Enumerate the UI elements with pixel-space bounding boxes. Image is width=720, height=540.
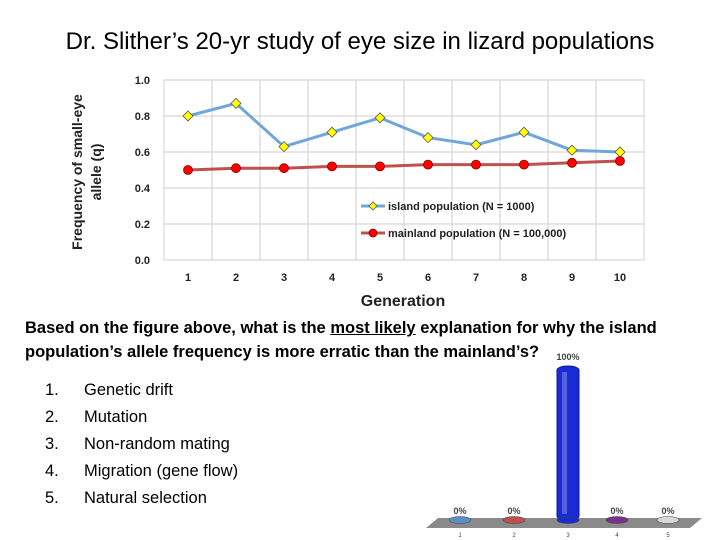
- poll-category-label: 5: [666, 533, 670, 539]
- poll-value-label: 0%: [453, 506, 466, 516]
- x-axis-label: Generation: [361, 293, 445, 310]
- option-number: 2.: [45, 408, 59, 426]
- option-number: 5.: [45, 489, 59, 507]
- poll-bar-base: [448, 516, 472, 524]
- answer-option-2[interactable]: 2. Mutation: [45, 408, 238, 435]
- option-number: 1.: [45, 381, 59, 399]
- data-point: [471, 159, 481, 170]
- question-after: explanation for why the island populatio…: [25, 319, 657, 361]
- data-point: [519, 159, 529, 170]
- x-tick-label: 10: [614, 272, 626, 284]
- poll-value-label: 0%: [661, 506, 674, 516]
- poll-bar-base: [656, 516, 680, 524]
- data-point: [183, 165, 193, 175]
- data-point: [518, 126, 530, 138]
- data-point: [230, 97, 242, 109]
- legend-marker: [368, 201, 378, 211]
- x-tick-label: 8: [521, 272, 527, 284]
- poll-value-label: 0%: [610, 506, 623, 516]
- data-point: [422, 132, 434, 144]
- x-tick-label: 4: [329, 272, 336, 284]
- poll-value-label: 0%: [507, 506, 520, 516]
- option-text: Non-random mating: [84, 435, 230, 453]
- line-chart: 0.0 0.2 0.4 0.6 0.8 1.0 1 2 3 4 5 6 7 8 9 10 island po…: [69, 75, 645, 310]
- y-tick-label: 0.8: [135, 111, 150, 123]
- poll-category-label: 1: [458, 533, 462, 539]
- answer-option-1[interactable]: 1. Genetic drift: [45, 381, 238, 408]
- series-line-island: [187, 101, 621, 154]
- option-text: Migration (gene flow): [84, 462, 239, 480]
- x-tick-label: 5: [377, 272, 383, 284]
- y-tick-label: 0.2: [135, 219, 150, 231]
- option-text: Natural selection: [84, 489, 207, 507]
- option-text: Genetic drift: [84, 381, 173, 399]
- x-tick-label: 9: [569, 272, 575, 284]
- legend-label: island population (N = 1000): [388, 201, 535, 213]
- poll-category-label: 4: [615, 533, 619, 539]
- data-point: [327, 161, 337, 172]
- answer-option-5[interactable]: 5. Natural selection: [45, 489, 238, 516]
- poll-category-label: 3: [566, 533, 570, 539]
- series-line-mainland: [187, 159, 621, 172]
- data-point: [279, 163, 289, 174]
- legend-label: mainland population (N = 100,000): [388, 228, 567, 240]
- y-tick-label: 0.6: [135, 147, 150, 159]
- answer-options: 1. Genetic drift 2. Mutation 3. Non-random …: [45, 381, 238, 516]
- data-point: [567, 157, 577, 168]
- slide-title: Dr. Slither’s 20-yr study of eye size in…: [65, 28, 655, 55]
- data-point: [566, 144, 578, 156]
- answer-option-4[interactable]: 4. Migration (gene flow): [45, 462, 238, 489]
- data-point: [278, 141, 290, 153]
- option-number: 4.: [45, 462, 59, 480]
- x-tick-label: 1: [185, 272, 191, 284]
- data-point: [231, 163, 241, 174]
- data-point: [182, 110, 194, 122]
- data-point: [374, 112, 386, 124]
- data-point: [375, 161, 385, 172]
- poll-bar-highlight: [562, 372, 567, 514]
- data-point: [615, 156, 625, 166]
- answer-option-3[interactable]: 3. Non-random mating: [45, 435, 238, 462]
- data-point: [326, 126, 338, 138]
- legend-marker: [368, 228, 378, 238]
- question-emphasis: most likely: [330, 319, 416, 337]
- question-before: Based on the figure above, what is the: [25, 319, 331, 337]
- poll-bar: [556, 365, 580, 521]
- x-tick-label: 7: [473, 272, 479, 284]
- y-tick-label: 0.4: [135, 183, 151, 195]
- poll-bar-base: [502, 516, 526, 524]
- poll-value-label: 100%: [556, 352, 579, 362]
- y-tick-label: 1.0: [135, 75, 150, 87]
- x-tick-label: 6: [425, 272, 431, 284]
- data-point: [470, 139, 482, 151]
- data-point: [423, 159, 433, 170]
- x-tick-label: 2: [233, 272, 239, 284]
- option-text: Mutation: [84, 408, 148, 426]
- option-number: 3.: [45, 435, 59, 453]
- y-tick-label: 0.0: [135, 255, 150, 267]
- poll-bar-base: [605, 516, 629, 524]
- question-text: Based on the figure above, what is the m…: [25, 316, 715, 364]
- y-axis-label-line-1: Frequency of small-eye: [69, 94, 85, 250]
- x-tick-label: 3: [281, 272, 287, 284]
- poll-bar-base: [556, 516, 580, 524]
- y-axis-label-line-2: allele (q): [88, 144, 104, 201]
- poll-category-label: 2: [512, 533, 516, 539]
